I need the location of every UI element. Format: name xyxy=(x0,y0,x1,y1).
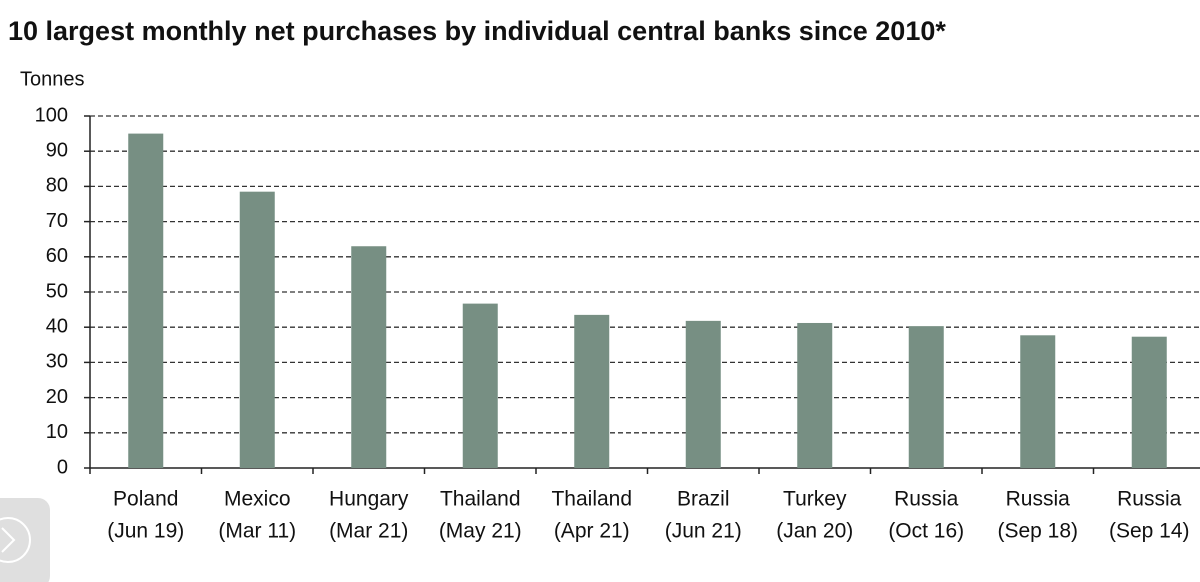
x-tick-label: Brazil xyxy=(677,488,730,511)
x-tick-label: (Apr 21) xyxy=(554,520,630,543)
bar xyxy=(574,314,610,468)
x-tick-label: (May 21) xyxy=(439,520,522,543)
bar xyxy=(351,246,387,468)
x-tick-label: Russia xyxy=(894,488,959,511)
x-tick-label: Poland xyxy=(113,488,178,511)
y-tick-label: 100 xyxy=(35,104,68,126)
x-tick-label: Hungary xyxy=(329,488,409,511)
bar xyxy=(239,191,275,468)
bar xyxy=(685,320,721,468)
bar xyxy=(1131,336,1167,468)
y-tick-label: 90 xyxy=(46,139,68,161)
y-axis-label: Tonnes xyxy=(20,68,85,90)
x-tick-label: Thailand xyxy=(551,488,632,511)
x-tick-label: Turkey xyxy=(783,488,847,511)
y-tick-label: 70 xyxy=(46,210,68,232)
x-tick-label: (Mar 11) xyxy=(218,520,296,543)
bar xyxy=(462,303,498,468)
x-tick-label: Russia xyxy=(1006,488,1071,511)
x-tick-label: (Mar 21) xyxy=(329,520,408,543)
bar xyxy=(908,326,944,468)
x-tick-label: Mexico xyxy=(224,488,291,511)
x-tick-label: (Sep 18) xyxy=(997,520,1078,543)
y-tick-label: 40 xyxy=(46,315,68,337)
bar xyxy=(797,322,833,468)
x-tick-label: (Sep 14) xyxy=(1109,520,1190,543)
x-tick-label: (Oct 16) xyxy=(888,520,964,543)
bar xyxy=(128,133,164,468)
y-tick-label: 60 xyxy=(46,245,68,267)
bar xyxy=(1020,335,1056,468)
x-tick-label: Russia xyxy=(1117,488,1182,511)
x-tick-label: Thailand xyxy=(440,488,521,511)
y-tick-label: 0 xyxy=(57,456,68,478)
y-tick-label: 80 xyxy=(46,175,68,197)
x-tick-label: (Jan 20) xyxy=(776,520,853,543)
nav-button[interactable] xyxy=(0,498,50,582)
y-tick-label: 30 xyxy=(46,351,68,373)
x-tick-label: (Jun 21) xyxy=(665,520,742,543)
y-tick-label: 10 xyxy=(46,421,68,443)
x-tick-label: (Jun 19) xyxy=(107,520,184,543)
chart-title: 10 largest monthly net purchases by indi… xyxy=(8,16,946,46)
y-tick-label: 20 xyxy=(46,386,68,408)
y-tick-label: 50 xyxy=(46,280,68,302)
